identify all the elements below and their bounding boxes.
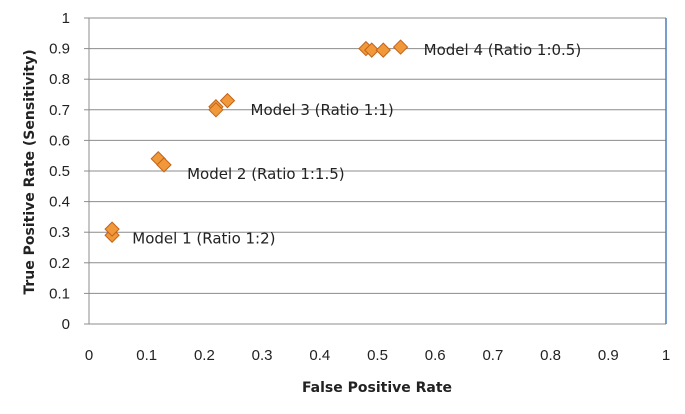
x-tick-label: 0.1 <box>136 347 157 364</box>
x-tick-label: 0.6 <box>425 347 446 364</box>
y-tick-label: 0.7 <box>49 102 70 119</box>
axis-layer <box>84 17 667 325</box>
y-tick-label: 0.8 <box>49 71 70 88</box>
y-tick-label: 0.3 <box>49 224 70 241</box>
grid-layer <box>89 17 666 294</box>
x-tick-label: 0.8 <box>540 347 561 364</box>
y-tick-label: 0.1 <box>49 285 70 302</box>
y-tick-label: 0.5 <box>49 163 70 180</box>
x-axis-title: False Positive Rate <box>302 380 452 396</box>
data-point-diamond <box>208 102 224 118</box>
x-tick-label: 0 <box>85 347 93 364</box>
data-point-diamond <box>156 157 172 173</box>
y-tick-label: 0 <box>62 316 70 333</box>
point-annotation: Model 2 (Ratio 1:1.5) <box>187 165 345 183</box>
x-tick-label: 0.7 <box>482 347 503 364</box>
data-point-diamond <box>364 42 380 58</box>
x-tick-label: 0.9 <box>598 347 619 364</box>
data-point-diamond <box>392 39 409 55</box>
point-annotation: Model 4 (Ratio 1:0.5) <box>424 41 582 59</box>
data-point-diamond <box>219 92 236 109</box>
y-tick-label: 1 <box>62 10 70 27</box>
x-tick-label: 0.2 <box>194 347 215 364</box>
x-tick-label: 0.3 <box>252 347 273 364</box>
data-points <box>104 39 409 243</box>
y-axis-title: True Positive Rate (Sensitivity) <box>22 49 38 294</box>
y-tick-label: 0.2 <box>49 255 70 272</box>
y-tick-label: 0.4 <box>49 194 70 211</box>
x-tick-label: 0.4 <box>309 347 330 364</box>
point-annotation: Model 3 (Ratio 1:1) <box>251 101 394 119</box>
tick-labels: 0 0.1 0.2 0.3 0.4 0.5 0.6 0.7 0.8 0.9 1 0 0.1 0.2 0.3 0… <box>49 10 670 364</box>
data-point-diamond <box>104 221 120 237</box>
x-tick-label: 1 <box>662 347 670 364</box>
x-tick-label: 0.5 <box>367 347 388 364</box>
y-tick-label: 0.9 <box>49 41 70 58</box>
point-annotations: Model 1 (Ratio 1:2) Model 2 (Ratio 1:1.5)… <box>132 41 581 247</box>
data-point-diamond <box>375 42 391 58</box>
y-tick-label: 0.6 <box>49 132 70 149</box>
point-annotation: Model 1 (Ratio 1:2) <box>132 229 275 247</box>
